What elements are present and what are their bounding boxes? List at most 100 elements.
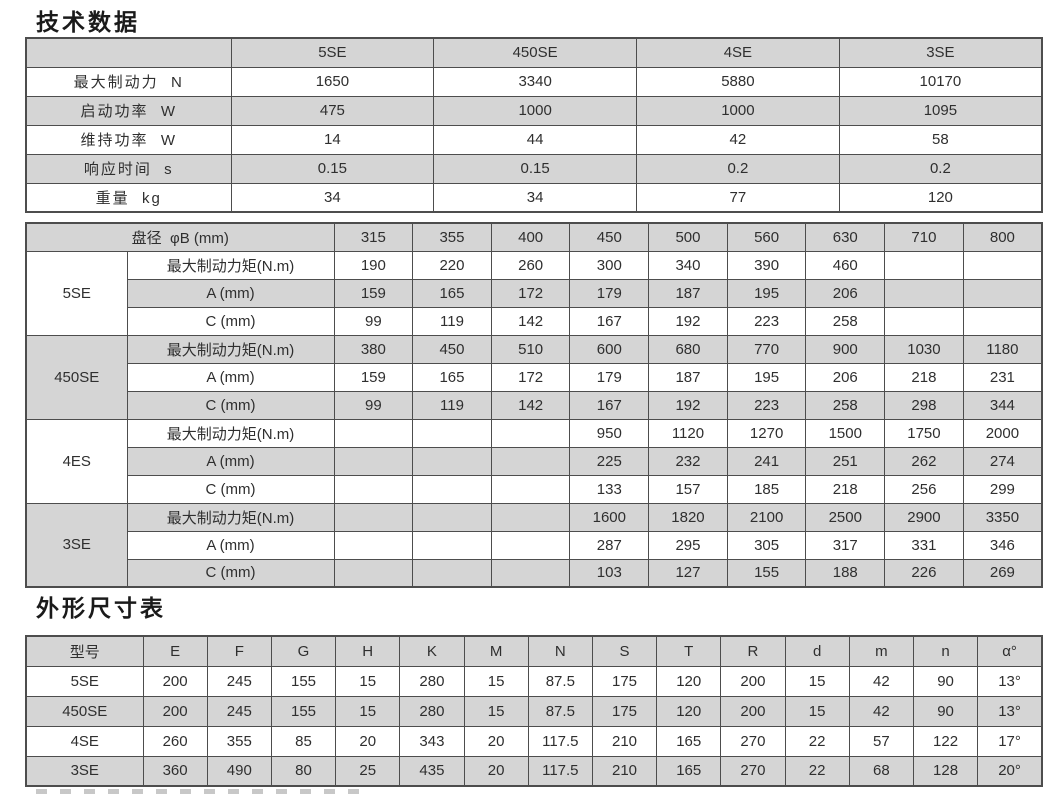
t2-cell xyxy=(490,502,571,532)
t2-cell: 450 xyxy=(412,334,492,364)
t3-cell: 155 xyxy=(270,665,337,697)
t2-cell: 159 xyxy=(333,278,414,308)
t2-cell: 232 xyxy=(648,446,728,476)
t2-cell: 187 xyxy=(648,278,728,308)
t2-cell: 2100 xyxy=(726,502,807,532)
t2-diameter-header: 560 xyxy=(726,222,807,252)
t3-cell: 175 xyxy=(591,695,658,727)
t3-model-cell: 5SE xyxy=(25,665,144,697)
t2-cell: 192 xyxy=(648,390,728,420)
t3-cell: 200 xyxy=(142,665,208,697)
t2-cell: 600 xyxy=(569,334,650,364)
t1-row-label: 维持功率 W xyxy=(25,124,232,155)
t2-cell: 192 xyxy=(648,306,728,336)
t3-cell: 120 xyxy=(656,695,722,727)
t2-group-name-4es: 4ES xyxy=(25,418,128,504)
t2-cell: 1180 xyxy=(962,334,1043,364)
table-row: C (mm) 99 119 142 167 192 223 258 298 34… xyxy=(26,390,1043,420)
t3-header-cell: S xyxy=(591,635,658,667)
t2-cell: 262 xyxy=(884,446,964,476)
t2-cell xyxy=(884,278,964,308)
t3-cell: 120 xyxy=(656,665,722,697)
table-row: A (mm) 159 165 172 179 187 195 206 218 2… xyxy=(26,362,1043,392)
t2-cell: 295 xyxy=(648,530,728,560)
table-row: 型号 E F G H K M N S T R d m n α° xyxy=(25,635,1043,667)
t3-header-model: 型号 xyxy=(25,635,144,667)
t1-cell: 0.2 xyxy=(838,153,1043,184)
t2-cell: 142 xyxy=(490,306,571,336)
t3-cell: 210 xyxy=(591,755,658,787)
t2-disc-diameter-header: 盘径 φB (mm) xyxy=(25,222,335,252)
t2-cell: 3350 xyxy=(962,502,1043,532)
t3-cell: 260 xyxy=(142,725,208,757)
t2-cell: 299 xyxy=(962,474,1043,504)
table-row: 4ES 最大制动力矩(N.m) 950 1120 1270 1500 1750 … xyxy=(25,418,1043,504)
t2-cell: 167 xyxy=(569,390,650,420)
table-row: 5SE 200 245 155 15 280 15 87.5 175 120 2… xyxy=(25,665,1043,697)
t2-param-label: A (mm) xyxy=(126,446,335,476)
t2-cell: 206 xyxy=(805,278,886,308)
table-row: C (mm) 103 127 155 188 226 269 xyxy=(26,558,1043,588)
t3-cell: 435 xyxy=(399,755,465,787)
t3-header-cell: E xyxy=(142,635,208,667)
t1-cell: 77 xyxy=(636,182,840,213)
t1-col-header-450se: 450SE xyxy=(433,37,637,68)
t2-param-label: A (mm) xyxy=(126,278,335,308)
table-row: 维持功率 W 14 44 42 58 xyxy=(25,124,1043,155)
t2-cell: 258 xyxy=(805,306,886,336)
table-row: C (mm) 133 157 185 218 256 299 xyxy=(26,474,1043,504)
t3-cell: 87.5 xyxy=(527,665,593,697)
t2-cell: 218 xyxy=(805,474,886,504)
t3-header-cell: K xyxy=(399,635,465,667)
t2-diameter-header: 315 xyxy=(333,222,414,252)
t2-cell xyxy=(333,474,414,504)
table-row: 3SE 最大制动力矩(N.m) 1600 1820 2100 2500 2900… xyxy=(25,502,1043,588)
t2-diameter-header: 355 xyxy=(412,222,492,252)
t3-cell: 245 xyxy=(206,695,272,727)
t2-cell xyxy=(962,278,1043,308)
t3-cell: 200 xyxy=(720,695,786,727)
t1-row-label: 启动功率 W xyxy=(25,95,232,126)
t2-cell: 223 xyxy=(726,390,807,420)
t2-param-label: C (mm) xyxy=(126,558,335,588)
t2-cell xyxy=(333,558,414,588)
t3-cell: 128 xyxy=(912,755,979,787)
t2-cell: 220 xyxy=(412,250,492,280)
t1-cell: 0.15 xyxy=(433,153,637,184)
t2-cell: 231 xyxy=(962,362,1043,392)
t2-cell: 2500 xyxy=(805,502,886,532)
technical-data-table: 5SE 450SE 4SE 3SE 最大制动力 N 1650 3340 5880… xyxy=(25,37,1043,213)
t1-cell: 58 xyxy=(838,124,1043,155)
t3-header-cell: F xyxy=(206,635,272,667)
t3-cell: 80 xyxy=(270,755,337,787)
t2-cell: 346 xyxy=(962,530,1043,560)
t2-cell xyxy=(333,502,414,532)
t3-cell: 210 xyxy=(591,725,658,757)
t3-cell: 245 xyxy=(206,665,272,697)
t1-cell: 44 xyxy=(433,124,637,155)
t3-cell: 42 xyxy=(848,665,914,697)
t2-cell: 258 xyxy=(805,390,886,420)
table-row: 响应时间 s 0.15 0.15 0.2 0.2 xyxy=(25,153,1043,184)
t1-cell: 1095 xyxy=(838,95,1043,126)
t2-cell xyxy=(884,306,964,336)
t2-cell: 331 xyxy=(884,530,964,560)
t3-cell: 90 xyxy=(912,695,979,727)
t3-header-cell: R xyxy=(720,635,786,667)
t3-cell: 165 xyxy=(656,725,722,757)
t2-cell xyxy=(412,474,492,504)
t2-cell: 1270 xyxy=(726,418,807,448)
t2-cell: 99 xyxy=(333,306,414,336)
t3-cell: 280 xyxy=(399,695,465,727)
table-row: 3SE 360 490 80 25 435 20 117.5 210 165 2… xyxy=(25,755,1043,787)
t2-param-label: C (mm) xyxy=(126,390,335,420)
t2-cell: 340 xyxy=(648,250,728,280)
t2-cell: 274 xyxy=(962,446,1043,476)
outline-dimensions-table-grid: 型号 E F G H K M N S T R d m n α° 5SE 200 … xyxy=(25,635,1043,787)
t2-param-label: C (mm) xyxy=(126,474,335,504)
t3-header-cell: G xyxy=(270,635,337,667)
t2-cell: 225 xyxy=(569,446,650,476)
t2-cell: 179 xyxy=(569,362,650,392)
t2-group-name-450se: 450SE xyxy=(25,334,128,420)
t2-cell: 241 xyxy=(726,446,807,476)
